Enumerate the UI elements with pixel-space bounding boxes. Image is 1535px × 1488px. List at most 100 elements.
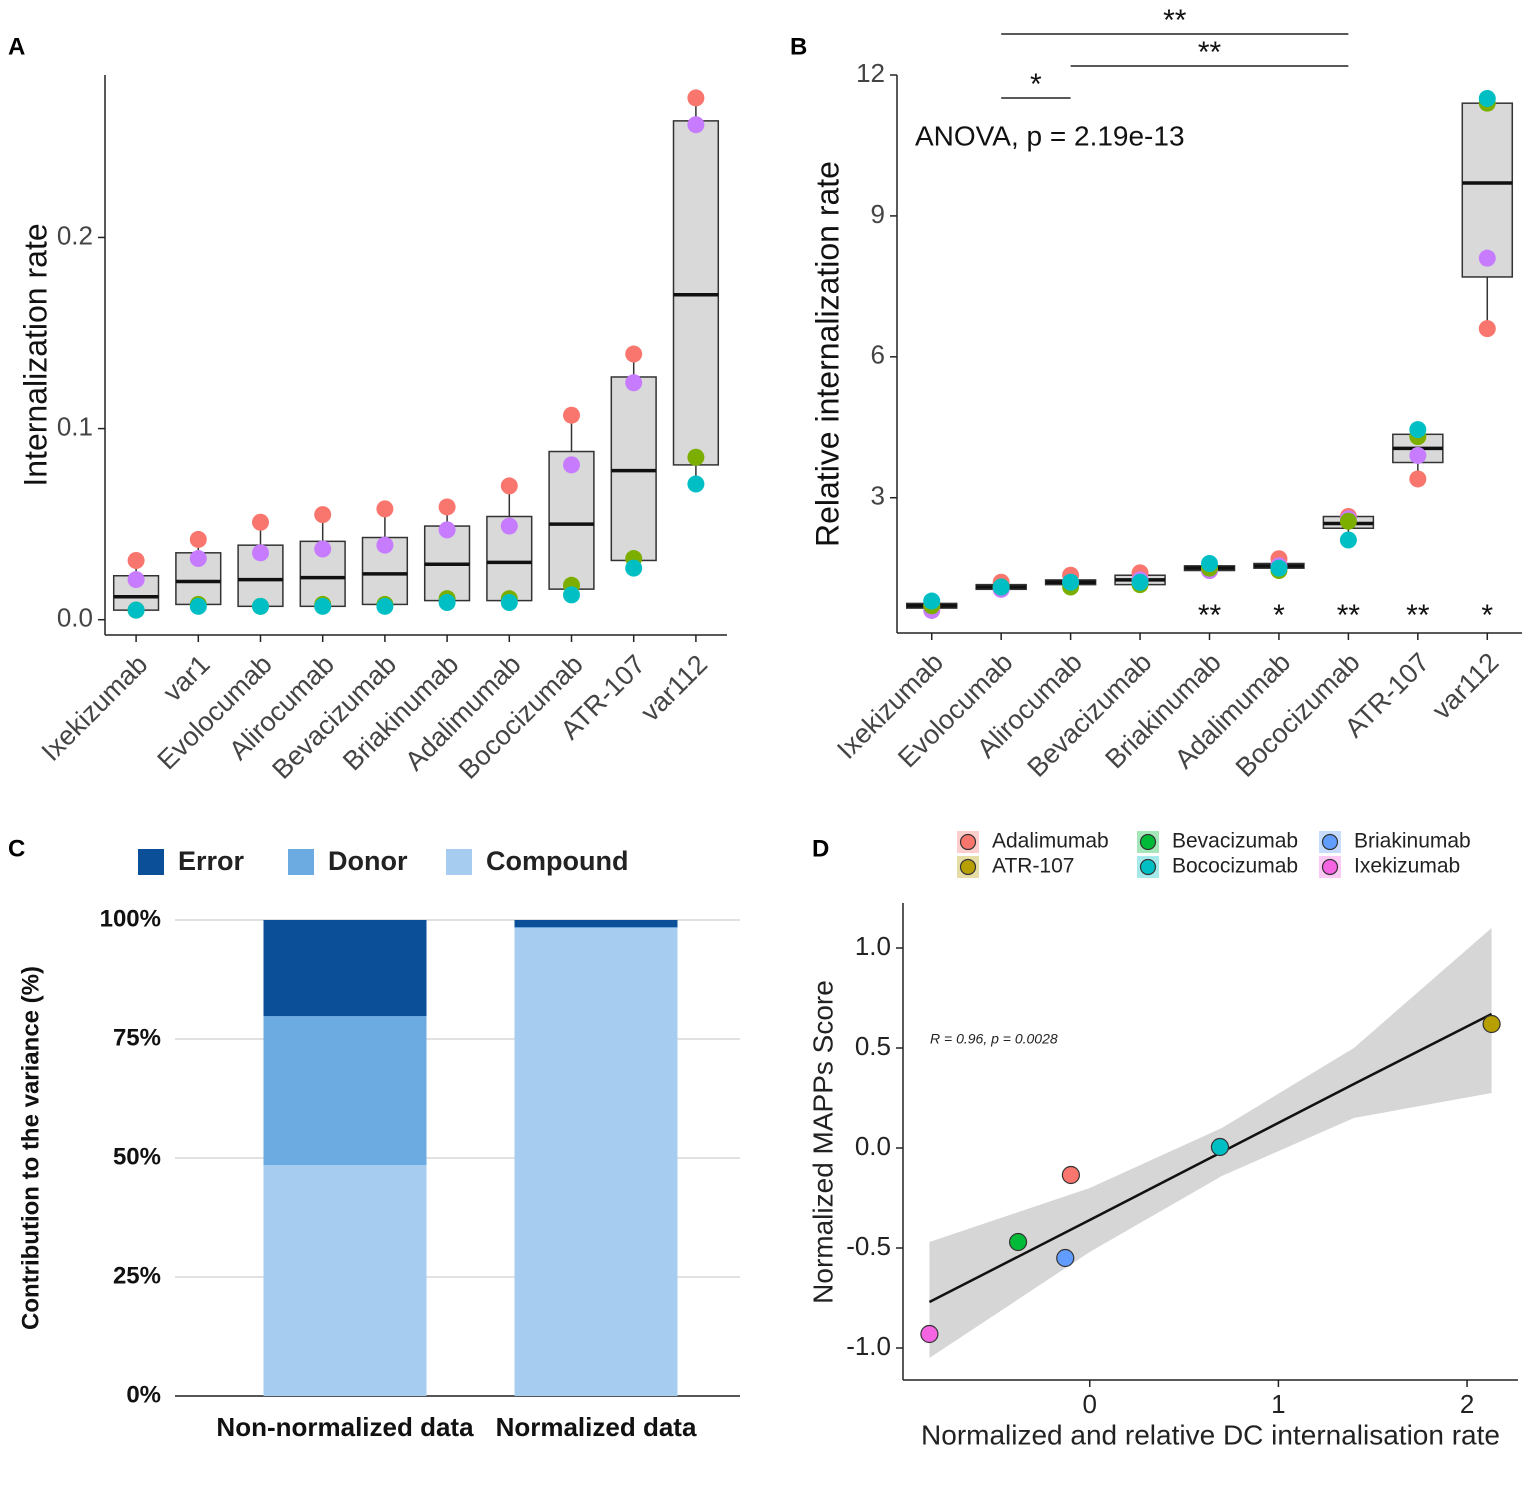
- point: [687, 89, 705, 107]
- point: [500, 477, 518, 495]
- confidence-band: [929, 928, 1492, 1358]
- bar-segment: [514, 927, 678, 929]
- point: [189, 597, 207, 615]
- y-tick-label: 100%: [100, 905, 161, 932]
- panel-label: C: [8, 835, 25, 862]
- y-tick-label: 0%: [126, 1381, 161, 1408]
- legend-label: Donor: [328, 846, 408, 876]
- y-tick-label: 0.0: [57, 603, 93, 633]
- point: [127, 551, 145, 569]
- comparison-label: **: [1198, 36, 1222, 69]
- y-tick-label: 6: [871, 340, 885, 370]
- x-tick-label: 2: [1460, 1389, 1474, 1419]
- annotation: ANOVA, p = 2.19e-13: [915, 120, 1185, 151]
- point: [500, 517, 518, 535]
- significance: **: [1406, 599, 1430, 632]
- y-tick-label: 3: [871, 481, 885, 511]
- point: [625, 559, 643, 577]
- y-tick-label: 0.1: [57, 411, 93, 441]
- x-tick-label: var112: [1426, 647, 1504, 725]
- point: [687, 116, 705, 134]
- point: [252, 513, 269, 531]
- y-tick-label: 0.0: [855, 1131, 891, 1161]
- point: [376, 536, 394, 554]
- legend-label: Adalimumab: [992, 830, 1109, 853]
- x-axis-label: Normalized and relative DC internalisati…: [921, 1419, 1500, 1450]
- legend-marker: [959, 833, 977, 851]
- point: [1409, 470, 1427, 488]
- point: [1131, 573, 1149, 591]
- point: [314, 597, 332, 615]
- y-tick-label: 9: [871, 199, 885, 229]
- point: [1482, 1014, 1501, 1034]
- y-axis-label: Internalization rate: [17, 223, 53, 486]
- legend-label: ATR-107: [992, 855, 1074, 878]
- point: [563, 586, 580, 604]
- x-tick-label: Ixekizumab: [36, 649, 154, 767]
- legend-marker: [1139, 833, 1157, 851]
- point: [127, 601, 145, 619]
- x-tick-label: Non-normalized data: [216, 1412, 474, 1442]
- point: [1478, 89, 1496, 107]
- y-tick-label: -1.0: [846, 1331, 891, 1361]
- point: [1270, 559, 1288, 577]
- bar-segment: [514, 928, 678, 1396]
- point: [314, 506, 332, 524]
- point: [1339, 531, 1357, 549]
- point: [438, 521, 456, 539]
- x-label-box: Non-normalized data: [216, 1412, 474, 1442]
- y-tick-label: 0.5: [855, 1031, 891, 1061]
- x-tick-label: 1: [1271, 1389, 1285, 1419]
- panel-label: A: [8, 33, 25, 60]
- point: [1061, 1165, 1080, 1185]
- point: [376, 500, 394, 518]
- point: [625, 345, 643, 363]
- point: [376, 597, 394, 615]
- x-tick-label: Normalized data: [495, 1412, 697, 1442]
- point: [1062, 573, 1080, 591]
- x-tick-label: var112: [635, 649, 713, 727]
- legend-marker: [1321, 833, 1339, 851]
- point: [252, 597, 269, 615]
- comparison-label: **: [1163, 4, 1187, 37]
- point: [500, 594, 518, 612]
- point: [992, 578, 1010, 596]
- annotation: R = 0.96, p = 0.0028: [930, 1031, 1058, 1047]
- y-tick-label: 25%: [113, 1262, 161, 1289]
- point: [438, 594, 456, 612]
- point: [127, 571, 145, 589]
- x-tick-label: 0: [1083, 1389, 1097, 1419]
- y-tick-label: 75%: [113, 1024, 161, 1051]
- y-tick-label: -0.5: [846, 1231, 891, 1261]
- point: [438, 498, 456, 516]
- box: [610, 376, 657, 562]
- box: [548, 450, 595, 590]
- y-tick-label: 1.0: [855, 931, 891, 961]
- point: [1210, 1137, 1230, 1157]
- significance: **: [1337, 599, 1361, 632]
- legend-swatch: [138, 849, 164, 875]
- point: [687, 475, 705, 493]
- legend-label: Error: [178, 846, 245, 876]
- regression-line: [928, 1012, 1493, 1304]
- point: [563, 456, 580, 474]
- point: [314, 540, 332, 558]
- point: [1201, 554, 1218, 572]
- point: [1478, 320, 1496, 338]
- point: [252, 544, 269, 562]
- legend-swatch: [288, 849, 314, 875]
- y-tick-label: 12: [856, 58, 885, 88]
- point: [625, 374, 643, 392]
- point: [189, 530, 207, 548]
- legend-marker: [1321, 858, 1339, 876]
- comparison-label: *: [1030, 68, 1042, 101]
- box: [1461, 102, 1514, 278]
- bar-segment: [263, 1016, 427, 1166]
- legend-label: Compound: [486, 846, 628, 876]
- panel-label: B: [790, 33, 807, 60]
- point: [923, 592, 941, 610]
- y-tick-label: 0.2: [57, 220, 93, 250]
- bar-segment: [263, 920, 427, 1017]
- legend-label: Ixekizumab: [1354, 855, 1460, 878]
